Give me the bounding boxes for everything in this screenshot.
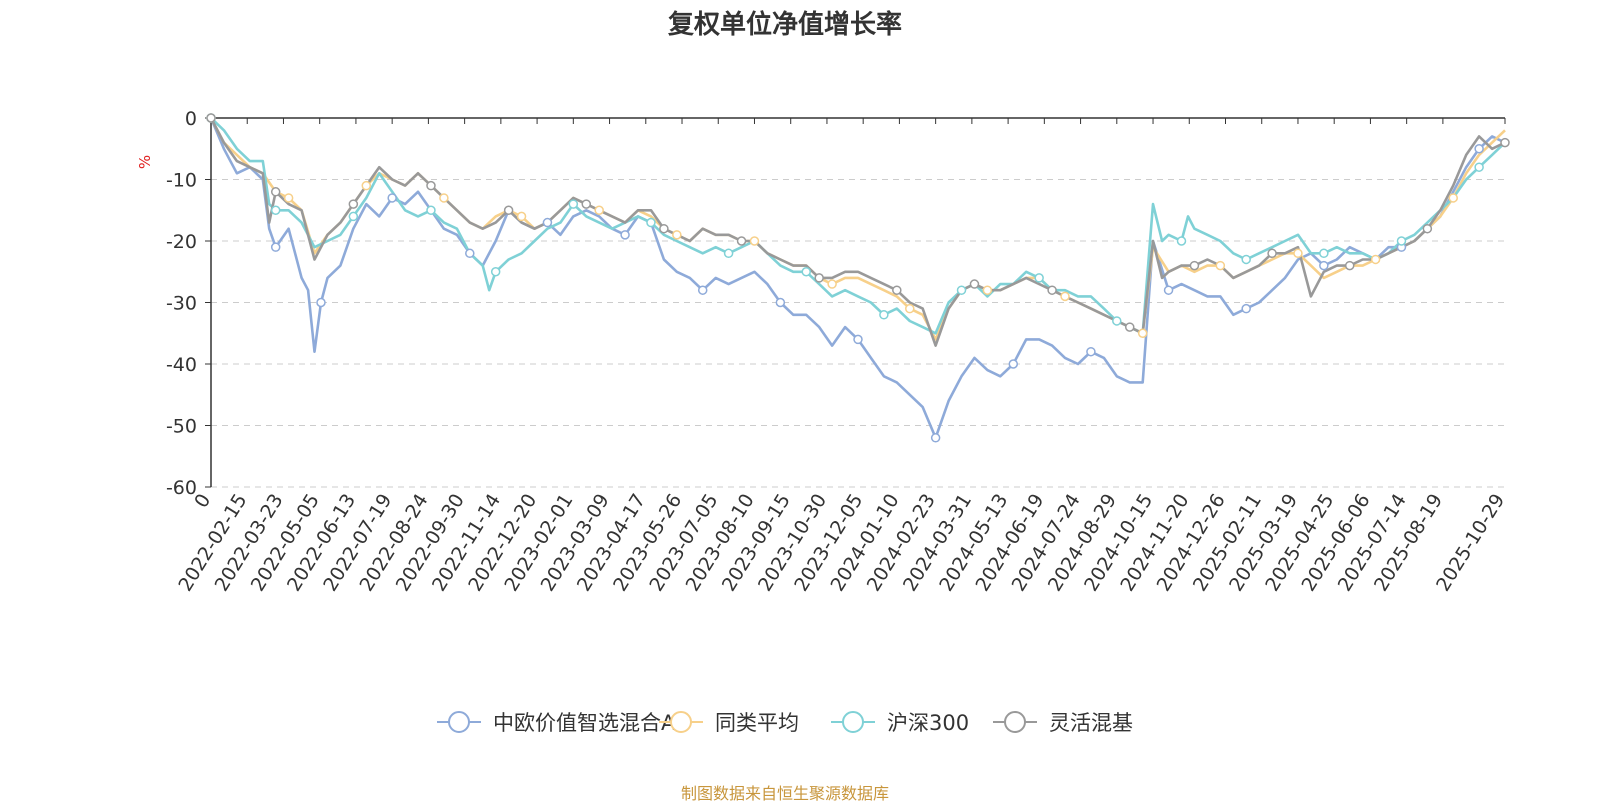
y-tick-label: -10	[166, 170, 197, 192]
series-2-marker	[801, 267, 811, 277]
series-2-marker	[568, 199, 579, 209]
series-2-marker	[956, 285, 967, 295]
series-0-marker	[697, 285, 708, 295]
series-1-marker	[594, 205, 604, 215]
series-3-marker	[581, 199, 592, 209]
source-note: 制图数据来自恒生聚源数据库	[680, 784, 889, 803]
series-3-marker	[892, 285, 902, 295]
series-line-0	[209, 117, 1506, 440]
series-1-marker	[1370, 254, 1381, 265]
series-2-marker	[348, 211, 359, 222]
series-1-marker	[827, 279, 837, 289]
series-0-marker	[1008, 359, 1019, 369]
series-1-marker	[439, 193, 449, 203]
series-3-marker	[1267, 248, 1277, 259]
series-1-marker	[1060, 291, 1070, 302]
series-2-marker	[1319, 248, 1329, 259]
y-tick-label: -50	[166, 416, 197, 438]
series-0-marker	[316, 297, 326, 308]
series-0-marker	[930, 433, 941, 443]
series-3-marker	[1047, 285, 1057, 295]
series-3-marker	[503, 205, 514, 215]
series-markers	[206, 113, 1510, 443]
x-tick-label: 0	[190, 490, 215, 512]
series-0-marker	[542, 217, 553, 228]
series-1-marker	[1293, 248, 1303, 259]
series-line-2	[210, 117, 1506, 335]
series-2-marker	[879, 310, 889, 320]
legend-label: 沪深300	[887, 711, 969, 735]
legend-label: 同类平均	[715, 711, 799, 735]
legend: 中欧价值智选混合A 同类平均 沪深300 灵活混基	[437, 711, 1133, 735]
series-line-3	[209, 117, 1506, 347]
chart-title: 复权单位净值增长率	[667, 10, 902, 40]
y-tick-label: -30	[166, 293, 197, 315]
series-0-marker	[387, 193, 397, 203]
series-2-marker	[1474, 162, 1484, 172]
legend-label: 灵活混基	[1049, 711, 1133, 735]
series-0-marker	[853, 334, 863, 345]
series-2-marker	[1112, 316, 1122, 326]
series-1-marker	[1215, 260, 1226, 271]
series-1-marker	[361, 180, 372, 191]
series-3-marker	[1189, 260, 1200, 271]
series-0-marker	[620, 230, 630, 240]
series-1-marker	[516, 211, 527, 222]
series-2-marker	[723, 248, 734, 259]
series-3-marker	[736, 236, 747, 246]
series-3-marker	[1422, 223, 1433, 234]
series-0-marker	[1163, 285, 1174, 295]
series-3-marker	[659, 223, 669, 234]
y-tick-label: -40	[166, 354, 197, 376]
series-0-marker	[1086, 346, 1096, 357]
series-0-marker	[270, 242, 281, 252]
grid-lines	[211, 179, 1505, 488]
series-1-marker	[982, 285, 993, 295]
series-0-marker	[1241, 303, 1251, 314]
series-3-marker	[1124, 322, 1135, 332]
series-2-marker	[490, 267, 501, 277]
legend-label: 中欧价值智选混合A	[493, 711, 676, 735]
series-0-marker	[1319, 260, 1329, 271]
series-line-1	[209, 117, 1506, 341]
series-2-marker	[1396, 236, 1407, 246]
y-tick-label: 0	[185, 108, 197, 130]
series-3-marker	[1344, 260, 1355, 271]
series-0-marker	[1474, 144, 1484, 154]
series-2-marker	[1176, 236, 1187, 246]
legend-marker	[448, 711, 470, 733]
series-3-marker	[969, 279, 980, 289]
series-1-marker	[672, 230, 682, 240]
series-1-marker	[749, 236, 760, 246]
series-1-marker	[905, 303, 915, 314]
series-2-marker	[426, 205, 436, 215]
series-0-marker	[465, 248, 475, 259]
series-1-marker	[283, 193, 294, 203]
legend-marker	[842, 711, 864, 733]
series-lines	[209, 117, 1506, 440]
y-axis-label: %	[136, 155, 154, 169]
legend-marker	[670, 711, 692, 733]
y-tick-label: -60	[166, 477, 197, 499]
series-3-marker	[206, 113, 216, 123]
legend-marker	[1004, 711, 1026, 733]
series-3-marker	[426, 180, 436, 191]
series-0-marker	[775, 297, 786, 308]
y-tick-label: -20	[166, 231, 197, 253]
series-3-marker	[348, 199, 359, 209]
series-3-marker	[1500, 137, 1510, 148]
series-3-marker	[814, 273, 824, 283]
series-3-marker	[270, 187, 281, 197]
series-1-marker	[1137, 328, 1148, 338]
series-2-marker	[1034, 273, 1044, 283]
series-2-marker	[1241, 254, 1251, 265]
series-2-marker	[646, 217, 656, 228]
series-2-marker	[270, 205, 281, 215]
series-1-marker	[1448, 193, 1458, 203]
